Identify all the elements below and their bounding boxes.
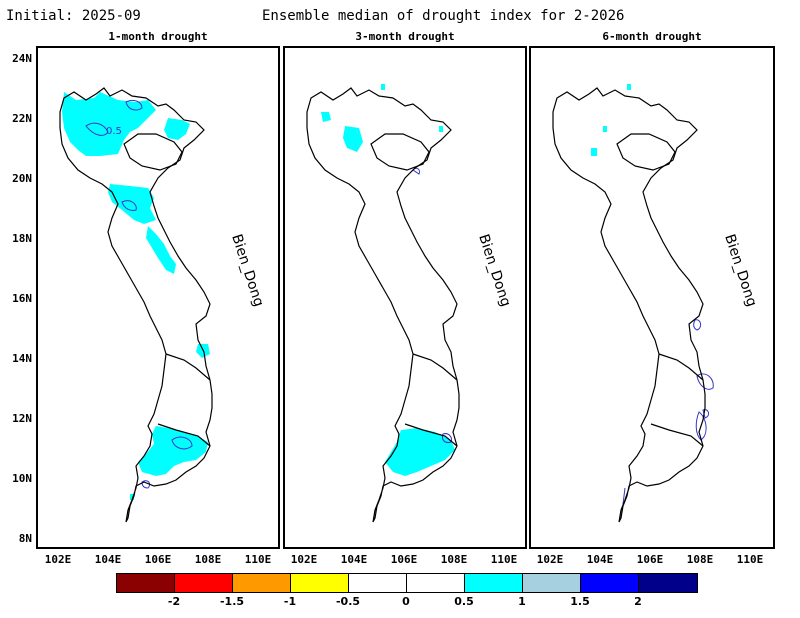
figure-title: Ensemble median of drought index for 2-2… [262,8,625,24]
y-tick-18n: 18N [12,232,32,245]
map-1month: 0.5 Bien_Dong [59,87,267,523]
colorbar-label-0-5: 0.5 [454,595,474,608]
x-tick-102e-p2: 102E [290,553,318,566]
sea-label-1month: Bien_Dong [228,232,266,308]
x-tick-110e-p1: 110E [244,553,272,566]
x-tick-106e-p2: 106E [390,553,418,566]
colorbar-label-0: 0 [402,595,410,608]
colorbar-swatch-8 [522,573,581,593]
colorbar-swatch-4 [290,573,349,593]
colorbar-swatch-2 [174,573,233,593]
panel-title-3month: 3-month drought [355,30,455,43]
y-tick-12n: 12N [12,412,32,425]
map-panel-1month: 0.5 Bien_Dong [36,46,280,549]
wet-shading-6month [591,84,631,156]
x-tick-108e-p3: 108E [686,553,714,566]
x-tick-108e-p2: 108E [440,553,468,566]
contour-label: 0.5 [106,126,122,137]
x-tick-104e-p3: 104E [586,553,614,566]
x-tick-104e-p1: 104E [94,553,122,566]
x-tick-106e-p1: 106E [144,553,172,566]
x-tick-104e-p2: 104E [340,553,368,566]
y-tick-20n: 20N [12,172,32,185]
sea-label-6month: Bien_Dong [721,232,759,308]
x-tick-106e-p3: 106E [636,553,664,566]
colorbar-label-m0-5: -0.5 [335,595,361,608]
sea-label-3month: Bien_Dong [475,232,513,308]
colorbar-swatch-6 [406,573,465,593]
y-tick-22n: 22N [12,112,32,125]
contour-6month [622,319,714,505]
contour-1month [85,99,193,489]
map-panel-6month: Bien_Dong [529,46,775,549]
x-tick-110e-p2: 110E [490,553,518,566]
y-tick-16n: 16N [12,292,32,305]
map-panel-3month: Bien_Dong [283,46,527,549]
colorbar-swatch-7 [464,573,523,593]
colorbar-label-m1: -1 [283,595,297,608]
colorbar-swatch-9 [580,573,639,593]
contour-3month [412,167,452,443]
colorbar-label-2: 2 [634,595,642,608]
vietnam-outline-3month [306,87,460,523]
wet-shading-1month [62,92,210,500]
x-tick-110e-p3: 110E [736,553,764,566]
y-tick-14n: 14N [12,352,32,365]
x-tick-102e-p1: 102E [44,553,72,566]
x-tick-102e-p3: 102E [536,553,564,566]
colorbar-swatch-3 [232,573,291,593]
colorbar-swatch-10 [638,573,698,593]
x-tick-108e-p1: 108E [194,553,222,566]
vietnam-outline-1month [59,87,213,523]
colorbar-swatch-1 [116,573,175,593]
y-tick-10n: 10N [12,472,32,485]
initial-date: Initial: 2025-09 [6,8,141,24]
wet-shading-3month [321,84,455,476]
y-tick-8n: 8N [18,532,32,545]
vietnam-outline-6month [552,87,706,523]
map-6month: Bien_Dong [552,84,760,523]
colorbar-label-m1-5: -1.5 [219,595,245,608]
panel-title-6month: 6-month drought [602,30,702,43]
map-3month: Bien_Dong [306,84,514,523]
colorbar-label-1: 1 [518,595,526,608]
colorbar-label-m2: -2 [167,595,181,608]
colorbar-label-1-5: 1.5 [570,595,590,608]
y-tick-24n: 24N [12,52,32,65]
colorbar-swatch-5 [348,573,407,593]
panel-title-1month: 1-month drought [108,30,208,43]
